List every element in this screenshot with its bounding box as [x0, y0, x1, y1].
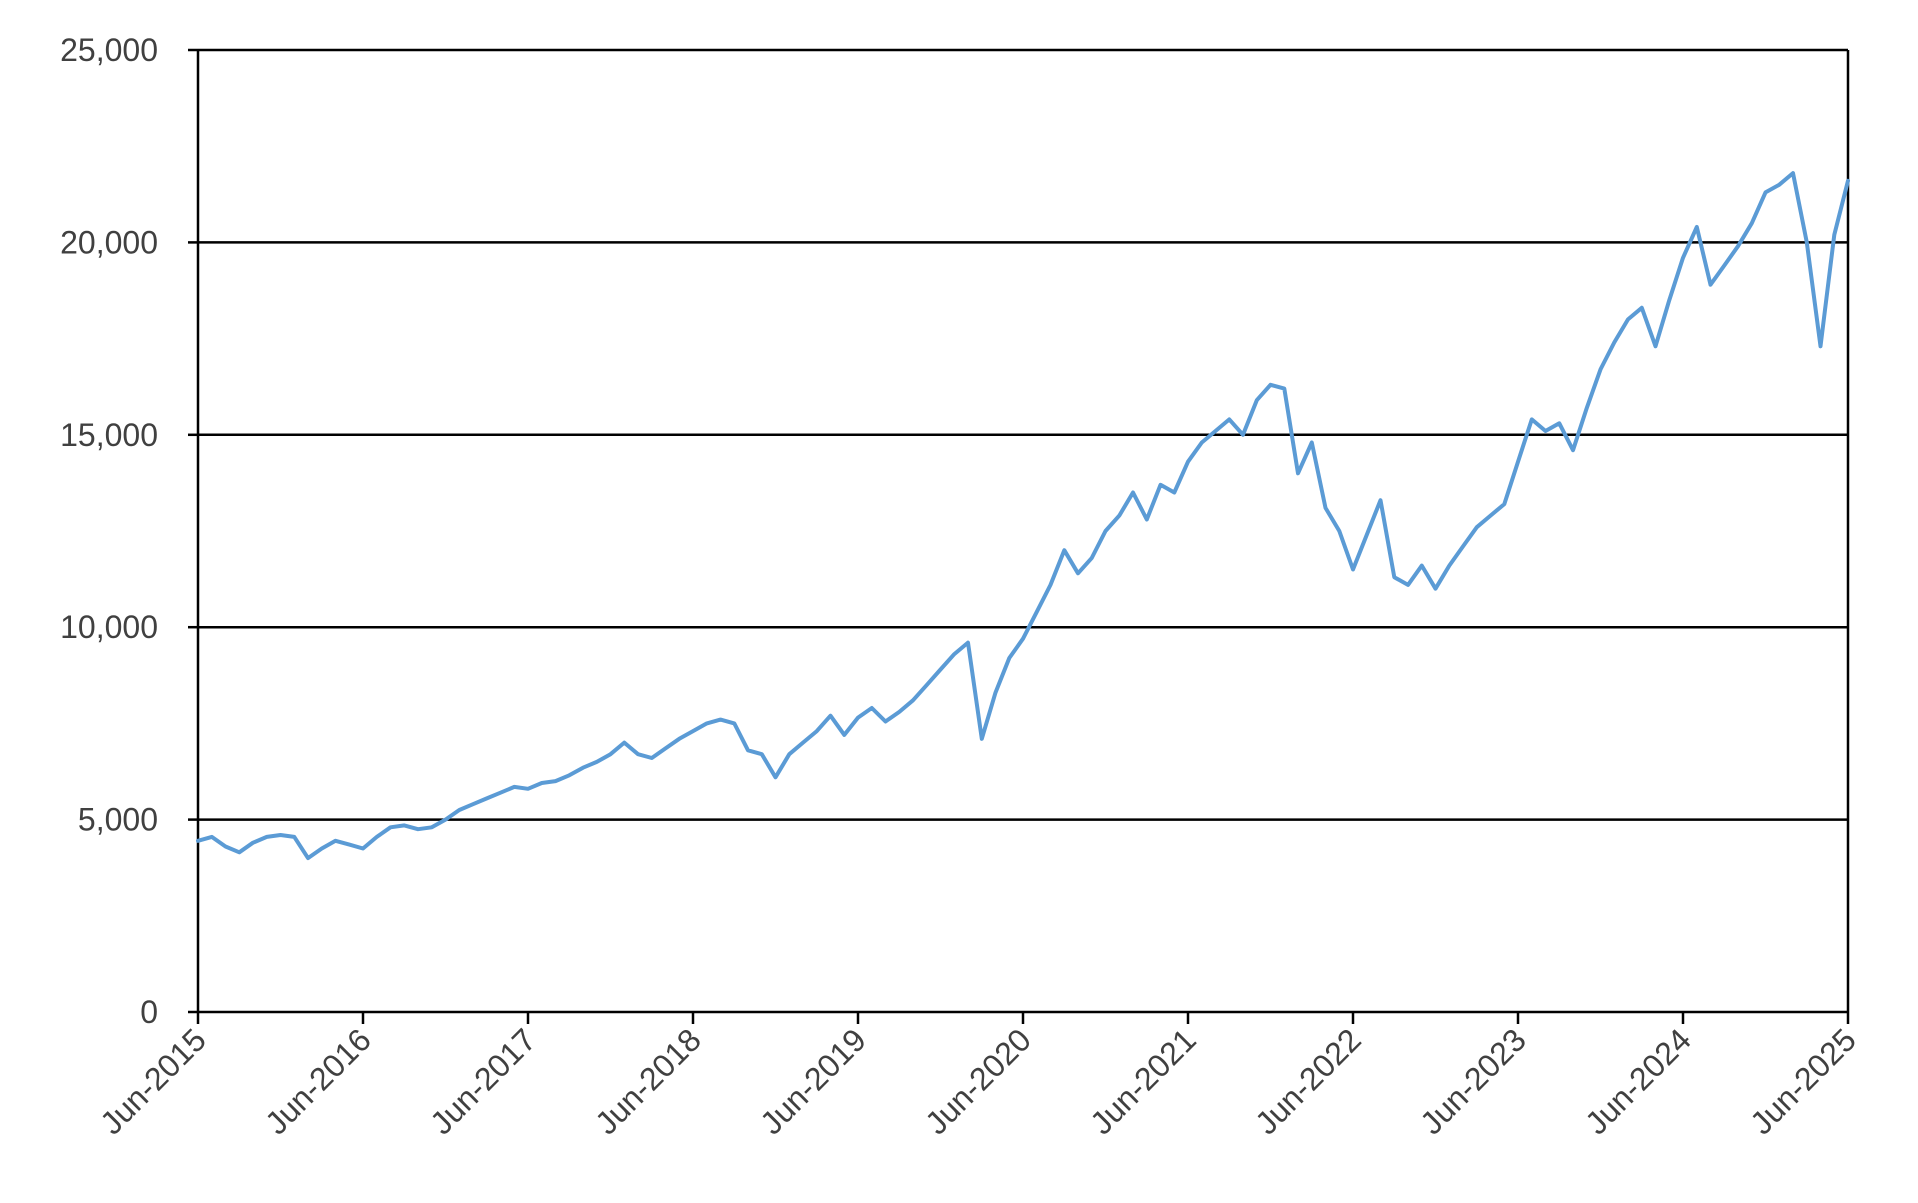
x-tick-label: Jun-2025 — [1743, 1021, 1863, 1141]
x-tick-label: Jun-2017 — [423, 1021, 543, 1141]
x-tick-label: Jun-2022 — [1248, 1021, 1368, 1141]
x-axis-tick-labels: Jun-2015 Jun-2016 Jun-2017 Jun-2018 Jun-2019… — [93, 1021, 1863, 1141]
x-tick-label: Jun-2015 — [93, 1021, 213, 1141]
y-tick-label: 10,000 — [60, 609, 158, 645]
x-tick-label: Jun-2024 — [1578, 1021, 1698, 1141]
axes — [188, 48, 1850, 1024]
series-line — [196, 171, 1850, 861]
y-tick-label: 25,000 — [60, 32, 158, 68]
gridlines — [198, 48, 1848, 821]
x-tick-label: Jun-2016 — [258, 1021, 378, 1141]
x-tick-label: Jun-2020 — [918, 1021, 1038, 1141]
y-tick-label: 0 — [140, 994, 158, 1030]
x-tick-label: Jun-2018 — [588, 1021, 708, 1141]
x-tick-label: Jun-2023 — [1413, 1021, 1533, 1141]
y-tick-label: 5,000 — [78, 802, 158, 838]
y-tick-label: 15,000 — [60, 417, 158, 453]
series-layer — [196, 171, 1850, 861]
x-tick-label: Jun-2019 — [753, 1021, 873, 1141]
y-axis-tick-labels: 0 5,000 10,000 15,000 20,000 25,000 — [60, 32, 158, 1030]
y-tick-label: 20,000 — [60, 224, 158, 260]
x-tick-label: Jun-2021 — [1083, 1021, 1203, 1141]
